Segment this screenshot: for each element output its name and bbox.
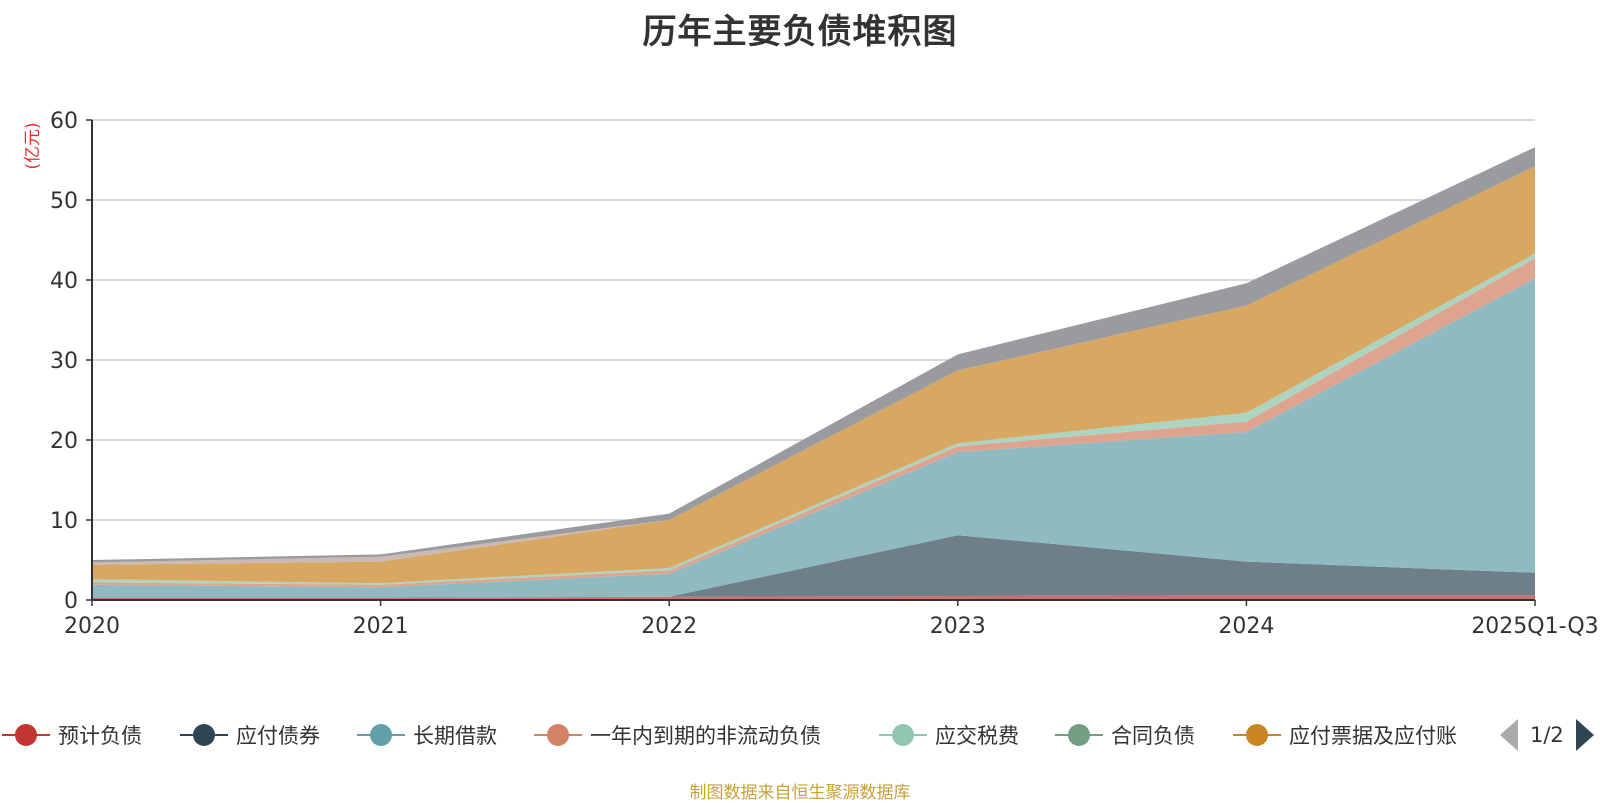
- legend-item[interactable]: 应交税费: [877, 713, 1019, 757]
- legend-label: 长期借款: [413, 724, 497, 748]
- legend-item[interactable]: 应付票据及应付账: [1231, 713, 1457, 757]
- legend-item[interactable]: 一年内到期的非流动负债: [532, 713, 821, 757]
- legend-label: 一年内到期的非流动负债: [590, 724, 821, 748]
- legend-next-page-icon[interactable]: [1575, 719, 1594, 751]
- axes: (亿元) 0 10 20 30 40 50 60 2020 2021 2022 2023 2024 20…: [23, 109, 1599, 639]
- legend-label: 应付票据及应付账: [1289, 724, 1457, 748]
- legend-label: 应付债券: [236, 724, 320, 748]
- legend-label: 预计负债: [58, 724, 142, 748]
- area-series: [92, 147, 1535, 600]
- x-tick-label: 2024: [1218, 614, 1274, 639]
- legend-marker-icon: [357, 724, 405, 746]
- legend-marker-icon: [879, 724, 927, 746]
- y-tick-label: 40: [50, 269, 78, 294]
- legend-label: 合同负债: [1111, 724, 1195, 748]
- area-series-4: [92, 253, 1535, 585]
- legend-marker-icon: [1233, 724, 1281, 746]
- source-note: 制图数据来自恒生聚源数据库: [689, 783, 911, 803]
- legend-marker-icon: [180, 724, 228, 746]
- legend-pager: 1/2: [1500, 713, 1594, 757]
- chart-title: 历年主要负债堆积图: [642, 12, 958, 52]
- y-tick-label: 50: [50, 189, 78, 214]
- area-series-1: [92, 535, 1535, 598]
- y-tick-label: 10: [50, 509, 78, 534]
- x-tick-label: 2023: [930, 614, 986, 639]
- legend-page-indicator: 1/2: [1530, 723, 1564, 747]
- legend-label: 应交税费: [935, 724, 1019, 748]
- x-tick-label: 2020: [64, 614, 120, 639]
- y-tick-label: 20: [50, 429, 78, 454]
- x-tick-label: 2022: [641, 614, 697, 639]
- legend-item[interactable]: 应付债券: [178, 713, 320, 757]
- legend-marker-icon: [2, 724, 50, 746]
- legend-marker-icon: [1055, 724, 1103, 746]
- area-series-3: [92, 258, 1535, 588]
- y-axis-unit-label: (亿元): [23, 122, 43, 169]
- legend-marker-icon: [534, 724, 582, 746]
- area-series-0: [92, 595, 1535, 600]
- x-tick-label: 2021: [353, 614, 409, 639]
- y-tick-label: 0: [64, 589, 78, 614]
- legend-item[interactable]: 长期借款: [355, 713, 497, 757]
- legend-prev-page-icon[interactable]: [1500, 719, 1518, 751]
- legend-item[interactable]: 合同负债: [1053, 713, 1195, 757]
- y-tick-label: 30: [50, 349, 78, 374]
- legend-item[interactable]: 预计负债: [0, 713, 142, 757]
- area-series-2: [92, 278, 1535, 598]
- chart-legend: 预计负债 应付债券 长期借款 一年内到期的非流动负债 应交税费 合同负债 应付票据及应付账 …: [0, 713, 1600, 757]
- x-tick-label: 2025Q1-Q3: [1471, 614, 1598, 639]
- y-tick-label: 60: [50, 109, 78, 134]
- area-series-6: [92, 166, 1535, 584]
